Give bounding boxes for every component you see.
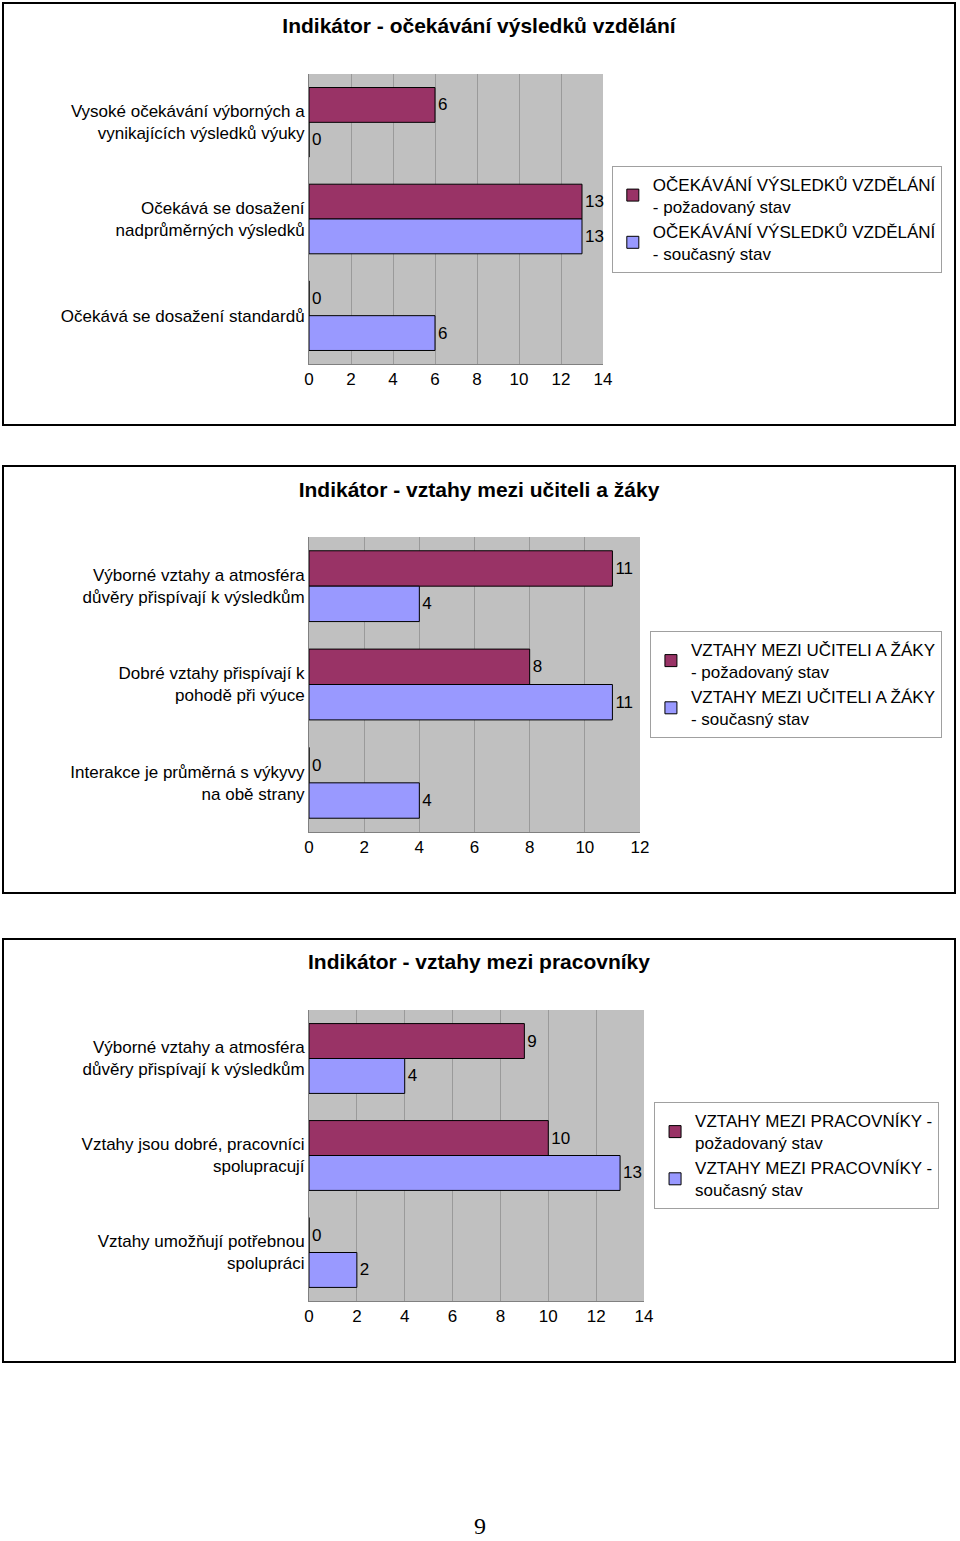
- svg-text:10: 10: [539, 1307, 558, 1326]
- svg-text:10: 10: [575, 838, 594, 857]
- svg-text:2: 2: [360, 1260, 369, 1279]
- svg-text:Indikátor - očekávání výsledků: Indikátor - očekávání výsledků vzdělání: [282, 14, 676, 37]
- svg-text:Očekává se dosažení standardů: Očekává se dosažení standardů: [61, 307, 305, 326]
- svg-text:VZTAHY MEZI UČITELI A ŽÁKY- po: VZTAHY MEZI UČITELI A ŽÁKY- požadovaný s…: [691, 641, 935, 682]
- svg-text:6: 6: [448, 1307, 457, 1326]
- svg-text:OČEKÁVÁNÍ VÝSLEDKŮ VZDĚLÁNÍ- p: OČEKÁVÁNÍ VÝSLEDKŮ VZDĚLÁNÍ- požadovaný …: [653, 176, 936, 217]
- svg-text:0: 0: [312, 1226, 321, 1245]
- svg-text:13: 13: [585, 227, 604, 246]
- svg-text:8: 8: [472, 370, 481, 389]
- svg-text:6: 6: [470, 838, 479, 857]
- svg-text:13: 13: [623, 1163, 642, 1182]
- svg-text:14: 14: [635, 1307, 654, 1326]
- svg-text:VZTAHY MEZI PRACOVNÍKY -součas: VZTAHY MEZI PRACOVNÍKY -současný stav: [695, 1159, 932, 1200]
- svg-text:0: 0: [312, 756, 321, 775]
- svg-text:OČEKÁVÁNÍ VÝSLEDKŮ VZDĚLÁNÍ- s: OČEKÁVÁNÍ VÝSLEDKŮ VZDĚLÁNÍ- současný st…: [653, 223, 936, 264]
- svg-text:4: 4: [400, 1307, 409, 1326]
- svg-text:2: 2: [346, 370, 355, 389]
- svg-text:9: 9: [527, 1032, 536, 1051]
- svg-text:11: 11: [615, 559, 633, 578]
- svg-text:2: 2: [359, 838, 368, 857]
- svg-text:6: 6: [430, 370, 439, 389]
- svg-text:0: 0: [312, 130, 321, 149]
- svg-text:0: 0: [304, 370, 313, 389]
- svg-text:4: 4: [422, 594, 431, 613]
- svg-text:4: 4: [415, 838, 424, 857]
- svg-text:10: 10: [510, 370, 529, 389]
- svg-text:12: 12: [631, 838, 650, 857]
- svg-text:4: 4: [388, 370, 397, 389]
- svg-text:12: 12: [552, 370, 571, 389]
- svg-text:11: 11: [615, 693, 633, 712]
- svg-text:Indikátor - vztahy mezi pracov: Indikátor - vztahy mezi pracovníky: [308, 950, 650, 973]
- svg-text:8: 8: [533, 657, 542, 676]
- svg-text:0: 0: [304, 838, 313, 857]
- svg-text:VZTAHY MEZI PRACOVNÍKY -požado: VZTAHY MEZI PRACOVNÍKY -požadovaný stav: [695, 1112, 932, 1153]
- svg-text:6: 6: [438, 324, 447, 343]
- svg-text:14: 14: [594, 370, 613, 389]
- svg-text:Výborné vztahy a atmosféradůvě: Výborné vztahy a atmosféradůvěry přispív…: [83, 1038, 306, 1079]
- html-text:9: 9: [474, 1513, 486, 1539]
- svg-text:6: 6: [438, 95, 447, 114]
- svg-text:Interakce je průměrná s výkyvy: Interakce je průměrná s výkyvyna obě str…: [70, 763, 305, 804]
- svg-text:Vztahy umožňují potřebnouspolu: Vztahy umožňují potřebnouspolupráci: [98, 1232, 305, 1273]
- svg-text:4: 4: [408, 1066, 417, 1085]
- svg-text:Očekává se dosaženínadprůměrný: Očekává se dosaženínadprůměrných výsledk…: [116, 199, 305, 240]
- svg-text:2: 2: [352, 1307, 361, 1326]
- svg-text:0: 0: [304, 1307, 313, 1326]
- svg-text:4: 4: [422, 791, 431, 810]
- svg-text:10: 10: [551, 1129, 570, 1148]
- svg-text:8: 8: [525, 838, 534, 857]
- svg-text:8: 8: [496, 1307, 505, 1326]
- svg-text:Indikátor - vztahy mezi učitel: Indikátor - vztahy mezi učiteli a žáky: [299, 478, 660, 501]
- svg-text:Vztahy jsou dobré, pracovnícis: Vztahy jsou dobré, pracovnícispolupracuj…: [82, 1135, 305, 1176]
- svg-text:0: 0: [312, 289, 321, 308]
- svg-text:VZTAHY MEZI UČITELI A ŽÁKY- so: VZTAHY MEZI UČITELI A ŽÁKY- současný sta…: [691, 688, 935, 729]
- svg-text:12: 12: [587, 1307, 606, 1326]
- svg-text:Vysoké očekávání výborných avy: Vysoké očekávání výborných avynikajících…: [71, 102, 305, 143]
- svg-text:13: 13: [585, 192, 604, 211]
- svg-text:Výborné vztahy a atmosféradůvě: Výborné vztahy a atmosféradůvěry přispív…: [83, 566, 306, 607]
- svg-text:Dobré vztahy přispívají kpohod: Dobré vztahy přispívají kpohodě při výuc…: [118, 664, 305, 705]
